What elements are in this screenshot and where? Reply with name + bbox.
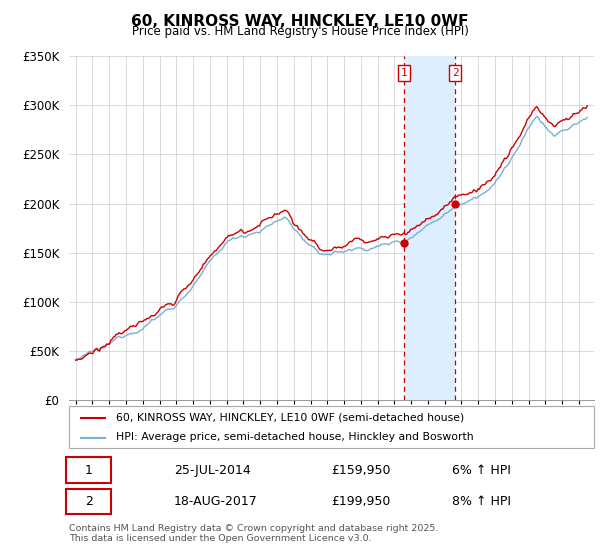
Text: 6% ↑ HPI: 6% ↑ HPI: [452, 464, 511, 477]
Text: HPI: Average price, semi-detached house, Hinckley and Bosworth: HPI: Average price, semi-detached house,…: [116, 432, 474, 442]
Text: 2: 2: [452, 68, 458, 78]
Text: 18-AUG-2017: 18-AUG-2017: [174, 495, 258, 508]
Text: 1: 1: [85, 464, 93, 477]
Text: 25-JUL-2014: 25-JUL-2014: [174, 464, 251, 477]
Text: Price paid vs. HM Land Registry's House Price Index (HPI): Price paid vs. HM Land Registry's House …: [131, 25, 469, 38]
Text: £199,950: £199,950: [331, 495, 391, 508]
Text: £159,950: £159,950: [331, 464, 391, 477]
Text: Contains HM Land Registry data © Crown copyright and database right 2025.
This d: Contains HM Land Registry data © Crown c…: [69, 524, 439, 543]
Text: 60, KINROSS WAY, HINCKLEY, LE10 0WF: 60, KINROSS WAY, HINCKLEY, LE10 0WF: [131, 14, 469, 29]
FancyBboxPatch shape: [67, 489, 111, 514]
FancyBboxPatch shape: [67, 458, 111, 483]
Text: 1: 1: [401, 68, 407, 78]
Text: 8% ↑ HPI: 8% ↑ HPI: [452, 495, 511, 508]
Text: 60, KINROSS WAY, HINCKLEY, LE10 0WF (semi-detached house): 60, KINROSS WAY, HINCKLEY, LE10 0WF (sem…: [116, 413, 464, 423]
Text: 2: 2: [85, 495, 93, 508]
